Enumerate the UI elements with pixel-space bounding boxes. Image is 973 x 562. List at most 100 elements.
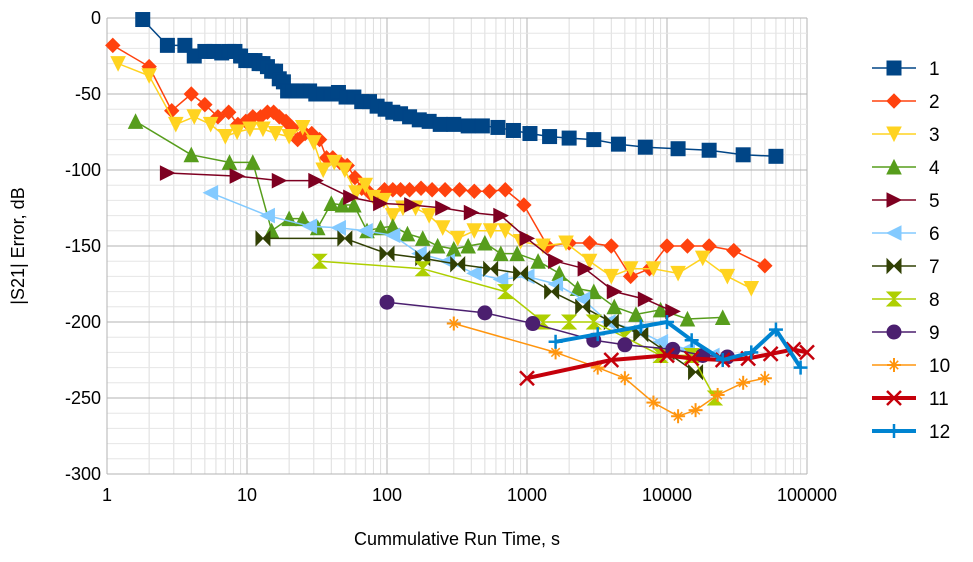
data-point: [357, 222, 373, 239]
legend-item: 2: [872, 92, 940, 113]
series-line: [319, 260, 716, 399]
legend-item: 5: [872, 191, 940, 212]
data-point: [490, 119, 506, 135]
data-point: [585, 283, 602, 300]
data-point: [229, 168, 246, 184]
data-point: [330, 219, 346, 236]
data-point: [652, 333, 669, 350]
data-point: [622, 261, 639, 277]
data-point: [522, 126, 538, 142]
data-point: [660, 315, 674, 329]
data-point: [267, 126, 284, 142]
data-point: [548, 345, 563, 360]
data-point: [305, 135, 322, 151]
legend-label: 10: [929, 356, 950, 377]
data-point: [229, 124, 245, 141]
data-point: [694, 250, 711, 267]
data-point: [373, 195, 389, 212]
data-point: [481, 183, 498, 199]
y-tick-label: 0: [91, 8, 101, 28]
data-point: [628, 306, 644, 322]
series-9: [379, 294, 735, 365]
legend-label: 9: [929, 323, 940, 344]
data-point: [679, 238, 696, 254]
data-point: [519, 230, 536, 247]
data-point: [492, 245, 509, 262]
data-point: [446, 116, 462, 132]
data-point: [561, 130, 577, 146]
data-point: [326, 154, 343, 171]
data-point: [799, 344, 815, 361]
data-point: [714, 309, 731, 325]
x-tick-label: 1: [102, 485, 112, 505]
y-tick-label: -100: [65, 160, 101, 180]
data-point: [255, 230, 271, 247]
data-point: [337, 230, 353, 247]
data-point: [606, 298, 623, 315]
data-point: [757, 371, 772, 386]
data-point: [548, 334, 563, 349]
data-point: [715, 353, 730, 367]
data-point: [432, 116, 448, 132]
data-point: [414, 230, 431, 246]
data-point: [482, 223, 499, 239]
data-point: [202, 184, 219, 201]
data-point: [379, 294, 395, 310]
x-tick-label: 1000: [507, 485, 547, 505]
data-point: [315, 162, 331, 179]
data-point: [474, 118, 490, 134]
legend-marker: [886, 93, 902, 109]
data-point: [726, 242, 742, 259]
legend-label: 8: [929, 290, 940, 311]
data-point: [659, 238, 675, 254]
plot-series: [105, 12, 815, 424]
data-point: [719, 268, 736, 285]
data-point: [424, 182, 440, 198]
data-point: [684, 333, 699, 348]
legend-item: 11: [872, 389, 949, 410]
y-tick-label: -250: [65, 388, 101, 408]
data-point: [183, 146, 200, 163]
data-point: [581, 235, 598, 251]
data-point: [646, 395, 661, 410]
data-point: [679, 310, 696, 327]
data-point: [544, 283, 560, 300]
legend-item: 1: [872, 59, 940, 80]
legend-label: 3: [929, 125, 940, 146]
y-tick-label: -150: [65, 236, 101, 256]
data-point: [560, 314, 578, 330]
series-12: [548, 315, 808, 375]
data-point: [255, 121, 271, 138]
series-10: [446, 316, 772, 424]
data-point: [617, 371, 632, 386]
data-point: [259, 207, 275, 224]
legend-item: 4: [872, 158, 940, 179]
legend-marker: [886, 60, 902, 76]
data-point: [558, 235, 574, 252]
series-line: [167, 172, 674, 313]
x-tick-label: 10000: [642, 485, 692, 505]
legend-marker: [885, 291, 903, 307]
data-point: [281, 129, 297, 145]
data-point: [683, 350, 700, 367]
data-point: [413, 180, 429, 196]
data-point: [785, 341, 802, 358]
data-point: [421, 208, 437, 224]
data-point: [744, 345, 759, 360]
data-point: [633, 319, 648, 334]
series-3: [110, 56, 760, 297]
data-point: [670, 265, 686, 282]
data-point: [347, 169, 363, 186]
y-tick-label: -200: [65, 312, 101, 332]
legend-label: 7: [929, 257, 940, 278]
legend-marker: [886, 324, 902, 340]
data-point: [525, 316, 541, 332]
data-point: [542, 129, 558, 145]
data-point: [688, 403, 703, 418]
data-point: [384, 208, 401, 224]
data-point: [645, 261, 662, 277]
data-point: [535, 238, 551, 255]
x-tick-label: 100: [372, 485, 402, 505]
